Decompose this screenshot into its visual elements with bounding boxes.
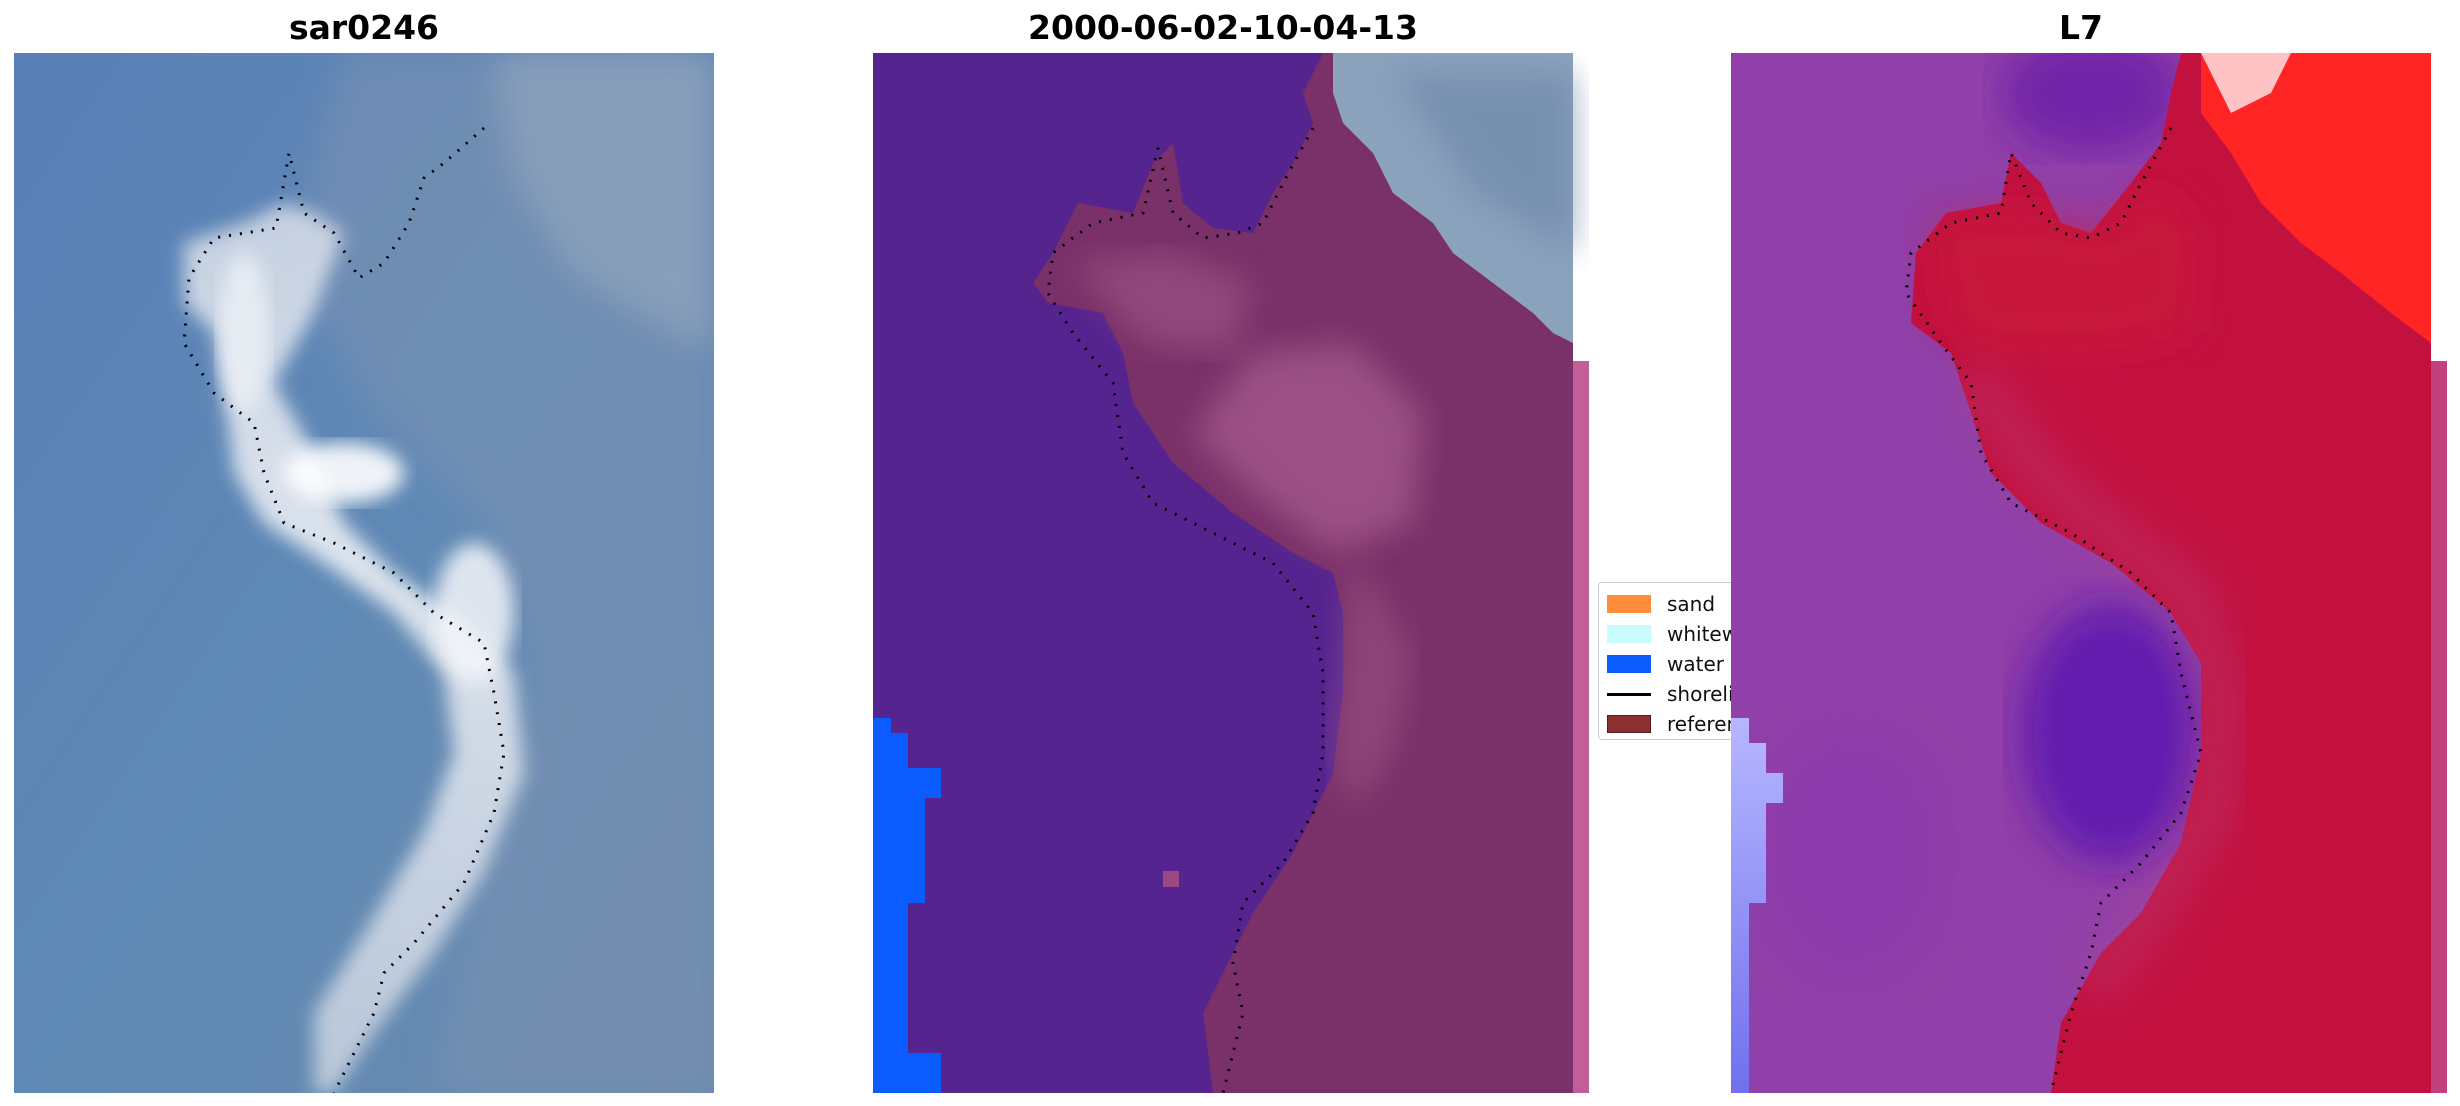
- panel-title-rgb: sar0246: [288, 8, 440, 47]
- legend-label-reference: reference: [1667, 712, 1737, 736]
- classification-image: [873, 53, 1589, 1093]
- legend-item-whitewater: whitewater: [1607, 621, 1738, 647]
- ndwi-panel: [1731, 53, 2447, 1093]
- legend-swatch-whitewater: [1607, 625, 1651, 643]
- legend-item-water: water: [1607, 651, 1724, 677]
- rgb-image: [14, 53, 714, 1093]
- legend-item-sand: sand: [1607, 591, 1715, 617]
- legend-label-sand: sand: [1667, 592, 1716, 616]
- legend-swatch-reference: [1607, 715, 1651, 733]
- ndwi-image: [1731, 53, 2447, 1093]
- legend-swatch-shoreline: [1607, 692, 1651, 696]
- panel-title-classification: 2000-06-02-10-04-13: [1028, 8, 1418, 47]
- legend: sand whitewater water shoreline referenc…: [1598, 582, 1738, 740]
- classification-panel: [873, 53, 1589, 1093]
- legend-item-reference: reference: [1607, 711, 1737, 737]
- legend-swatch-sand: [1607, 595, 1651, 613]
- legend-label-water: water: [1667, 652, 1724, 676]
- legend-item-shoreline: shoreline: [1607, 681, 1737, 707]
- rgb-image-panel: [14, 53, 714, 1093]
- legend-label-shoreline: shoreline: [1667, 682, 1737, 706]
- panel-title-ndwi: L7: [2059, 8, 2103, 47]
- legend-swatch-water: [1607, 655, 1651, 673]
- legend-label-whitewater: whitewater: [1667, 622, 1738, 646]
